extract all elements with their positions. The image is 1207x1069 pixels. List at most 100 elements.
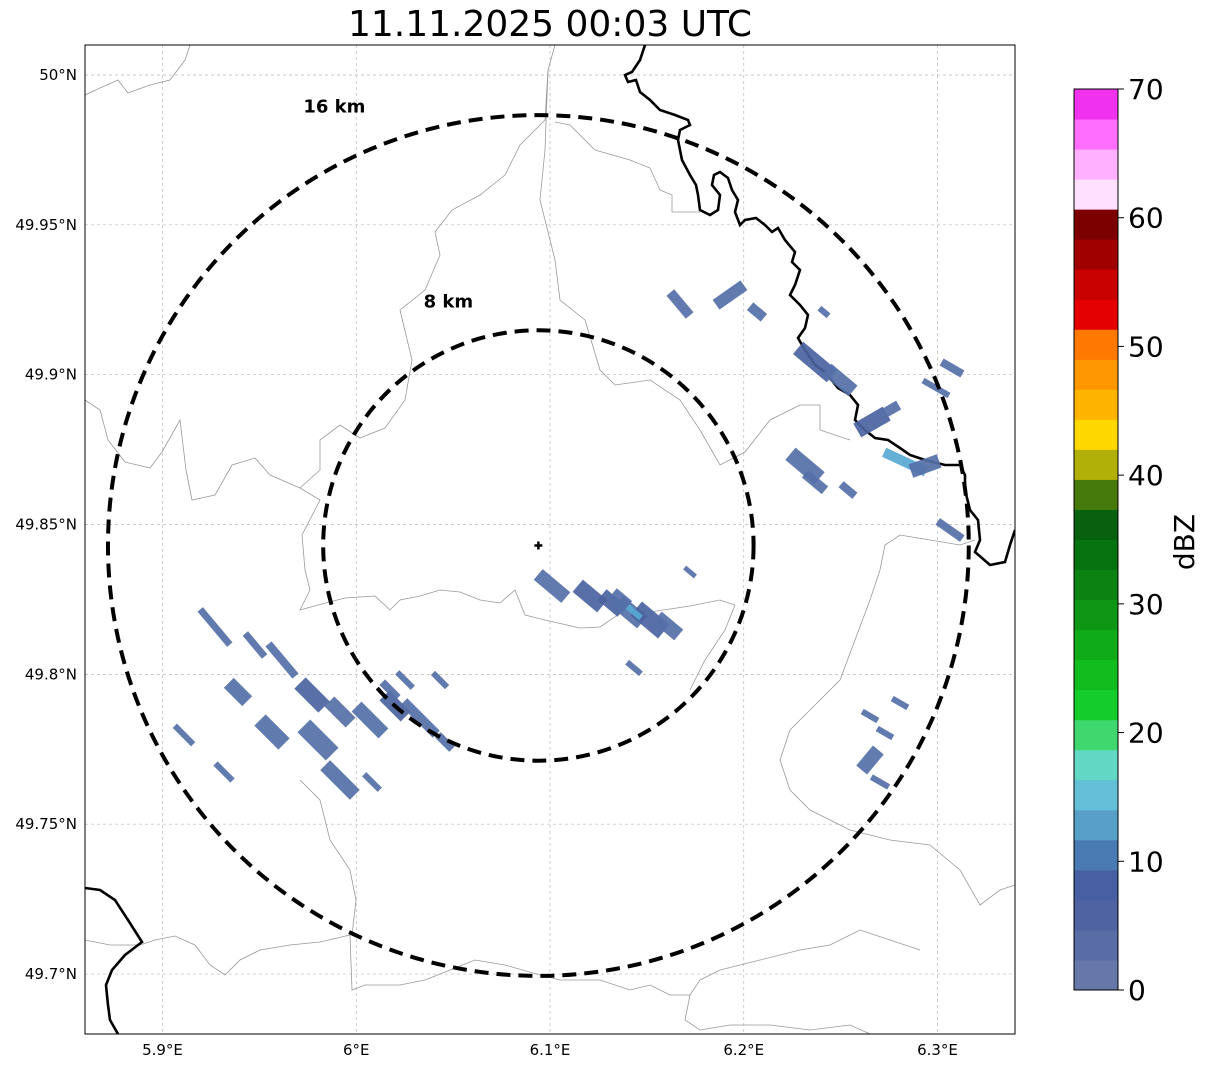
colorbar-segment bbox=[1074, 359, 1118, 390]
colorbar-segment bbox=[1074, 869, 1118, 901]
colorbar-segment bbox=[1074, 539, 1118, 571]
y-tick-label: 49.9°N bbox=[25, 366, 77, 384]
range-rings bbox=[105, 113, 971, 978]
colorbar-tick-label: 50 bbox=[1128, 330, 1164, 363]
echo-cell bbox=[712, 280, 748, 310]
colorbar-tick-label: 0 bbox=[1128, 974, 1146, 1007]
colorbar-segment bbox=[1074, 299, 1118, 330]
colorbar-segment bbox=[1074, 89, 1118, 120]
echo-cell bbox=[197, 607, 233, 647]
echo-cell bbox=[362, 772, 382, 792]
echo-cell bbox=[908, 454, 942, 478]
echo-cell bbox=[838, 481, 858, 499]
echo-cell bbox=[860, 708, 880, 724]
echo-cell bbox=[172, 723, 196, 747]
colorbar-segment bbox=[1074, 389, 1118, 420]
colorbar-segment bbox=[1074, 449, 1118, 480]
colorbar-segment bbox=[1074, 749, 1118, 781]
map-title: 11.11.2025 00:03 UTC bbox=[347, 4, 753, 45]
echo-cell bbox=[254, 714, 290, 750]
colorbar-segment bbox=[1074, 509, 1118, 540]
echo-cell bbox=[856, 745, 884, 775]
echo-cell bbox=[324, 696, 356, 728]
echo-cell bbox=[785, 447, 825, 485]
x-tick-label: 6°E bbox=[343, 1041, 370, 1059]
x-tick-label: 5.9°E bbox=[142, 1041, 183, 1059]
colorbar-label: dBZ bbox=[1168, 514, 1201, 570]
colorbar-segment bbox=[1074, 779, 1118, 811]
radar-center-marker bbox=[534, 541, 543, 550]
echo-cell bbox=[625, 659, 643, 677]
colorbar-segment bbox=[1074, 329, 1118, 360]
x-tick-label: 6.1°E bbox=[530, 1041, 571, 1059]
echo-cell bbox=[625, 603, 643, 621]
echo-cell bbox=[297, 719, 339, 761]
ring-labels: 8 km 16 km bbox=[303, 96, 473, 312]
colorbar-tick-label: 20 bbox=[1128, 717, 1164, 750]
colorbar-segment bbox=[1074, 269, 1118, 300]
colorbar-segment bbox=[1074, 839, 1118, 871]
echo-cell bbox=[435, 732, 455, 752]
echo-cell bbox=[935, 518, 965, 542]
map-frame bbox=[84, 44, 1016, 1035]
echo-cell bbox=[572, 579, 608, 613]
colorbar-tick-label: 40 bbox=[1128, 459, 1164, 492]
echo-cell bbox=[746, 302, 768, 322]
colorbar-tick-label: 60 bbox=[1128, 202, 1164, 235]
colorbar-tick-label: 10 bbox=[1128, 845, 1164, 878]
echo-cell bbox=[294, 677, 330, 713]
y-tick-label: 49.7°N bbox=[25, 965, 77, 983]
colorbar-segment bbox=[1074, 719, 1118, 751]
colorbar-segment bbox=[1074, 659, 1118, 691]
colorbar-segment bbox=[1074, 239, 1118, 270]
echo-cell bbox=[939, 358, 965, 378]
y-tick-label: 49.85°N bbox=[15, 516, 77, 534]
axis-ticks: 5.9°E 6°E 6.1°E 6.2°E 6.3°E 50°N 49.95°N 49.9°N… bbox=[15, 66, 958, 1059]
echo-cell bbox=[817, 305, 831, 319]
echo-cell bbox=[242, 631, 268, 659]
echo-cell bbox=[878, 400, 902, 420]
echo-cell bbox=[652, 611, 684, 641]
colorbar: 0 10 20 30 40 50 60 70 dBZ bbox=[1073, 73, 1201, 1007]
colorbar-segment bbox=[1074, 689, 1118, 721]
admin-borders bbox=[85, 45, 1015, 1034]
colorbar-segment bbox=[1074, 959, 1118, 991]
range-ring bbox=[321, 328, 756, 763]
x-tick-label: 6.3°E bbox=[917, 1041, 958, 1059]
colorbar-tick-label: 70 bbox=[1128, 73, 1164, 106]
echo-cell bbox=[666, 289, 694, 319]
gridlines bbox=[85, 45, 1015, 1034]
range-ring-label: 16 km bbox=[303, 96, 365, 117]
colorbar-segment bbox=[1074, 419, 1118, 450]
echo-cell bbox=[890, 695, 910, 711]
y-tick-label: 49.8°N bbox=[25, 665, 77, 683]
echo-cell bbox=[630, 601, 670, 639]
range-ring bbox=[105, 113, 971, 978]
echo-cell bbox=[379, 679, 401, 701]
echo-cell bbox=[213, 761, 235, 783]
colorbar-segment bbox=[1074, 209, 1118, 240]
echo-cell bbox=[223, 677, 253, 707]
echo-cell bbox=[351, 701, 389, 739]
colorbar-segment bbox=[1074, 899, 1118, 931]
echo-cell bbox=[683, 565, 697, 579]
colorbar-segment bbox=[1074, 149, 1118, 180]
colorbar-segment bbox=[1074, 629, 1118, 661]
echo-cell bbox=[533, 569, 571, 603]
colorbar-segment bbox=[1074, 479, 1118, 510]
x-tick-label: 6.2°E bbox=[723, 1041, 764, 1059]
colorbar-tick-label: 30 bbox=[1128, 588, 1164, 621]
echo-cell bbox=[320, 760, 360, 800]
colorbar-segment bbox=[1074, 929, 1118, 961]
range-ring-label: 8 km bbox=[424, 291, 474, 312]
y-tick-label: 50°N bbox=[39, 66, 77, 84]
echo-cell bbox=[822, 363, 858, 397]
y-tick-label: 49.95°N bbox=[15, 216, 77, 234]
echo-cell bbox=[801, 469, 829, 495]
colorbar-frame bbox=[1073, 88, 1119, 991]
echo-cell bbox=[395, 670, 415, 690]
colorbar-segment bbox=[1074, 179, 1118, 210]
colorbar-segment bbox=[1074, 809, 1118, 841]
echo-cell bbox=[921, 377, 951, 399]
